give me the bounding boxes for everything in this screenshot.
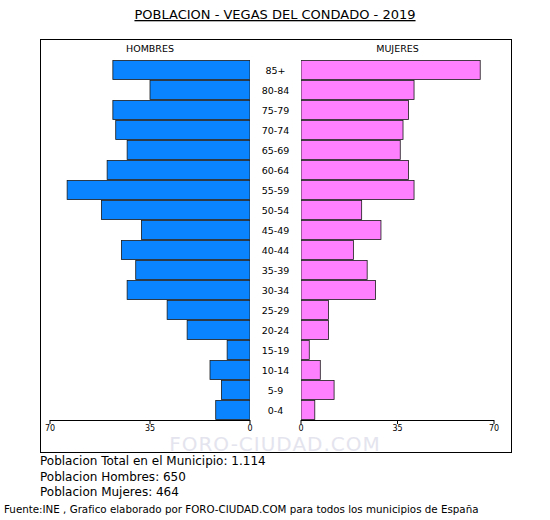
category-label: 85+ (265, 65, 285, 76)
bar (301, 221, 381, 240)
bar (107, 161, 250, 180)
tick-label: 70 (489, 424, 499, 433)
annotation: Fuente:INE , Grafico elaborado por FORO-… (4, 503, 479, 515)
bar (210, 361, 250, 380)
category-label: 45-49 (262, 225, 290, 236)
category-label: 80-84 (262, 85, 290, 96)
bar (301, 401, 315, 420)
category-label: 65-69 (262, 145, 290, 156)
bar (301, 101, 409, 120)
chart: FORO-CIUDAD.COM POBLACION - VEGAS DEL CON… (0, 0, 550, 520)
watermark: FORO-CIUDAD.COM (169, 432, 381, 456)
bar (113, 101, 250, 120)
bar (301, 381, 334, 400)
category-label: 15-19 (262, 345, 290, 356)
tick-label: 0 (298, 424, 303, 433)
bar (301, 121, 403, 140)
annotation: Poblacion Mujeres: 464 (40, 485, 179, 499)
category-label: 60-64 (262, 165, 290, 176)
bar (136, 261, 250, 280)
bar (113, 61, 250, 80)
bar (301, 281, 375, 300)
bar (116, 121, 250, 140)
panel-label: MUJERES (376, 43, 419, 54)
category-label: 30-34 (262, 285, 290, 296)
bar (301, 301, 329, 320)
bar (301, 361, 320, 380)
tick-label: 35 (145, 424, 155, 433)
bar (216, 401, 250, 420)
bar (121, 241, 250, 260)
category-label: 40-44 (262, 245, 290, 256)
bar (301, 321, 329, 340)
bar (301, 141, 400, 160)
category-label: 0-4 (268, 405, 284, 416)
category-label: 25-29 (262, 305, 290, 316)
bar (141, 221, 250, 240)
bar (301, 341, 309, 360)
annotation: Poblacion Hombres: 650 (40, 470, 186, 484)
bar (301, 161, 409, 180)
bar (127, 281, 250, 300)
category-label: 70-74 (262, 125, 290, 136)
bar (167, 301, 250, 320)
category-label: 50-54 (262, 205, 290, 216)
bar (127, 141, 250, 160)
frame (41, 40, 512, 453)
category-label: 55-59 (262, 185, 290, 196)
category-label: 20-24 (262, 325, 290, 336)
bar (187, 321, 250, 340)
panel-label: HOMBRES (126, 43, 174, 54)
tick-label: 35 (392, 424, 402, 433)
bar (221, 381, 250, 400)
bar (150, 81, 250, 100)
bar (301, 241, 353, 260)
bar (301, 81, 414, 100)
bars (67, 61, 250, 420)
tick-label: 70 (45, 424, 55, 433)
bar (227, 341, 250, 360)
annotation: Poblacion Total en el Municipio: 1.114 (40, 454, 266, 468)
bars (301, 61, 480, 420)
category-label: 10-14 (262, 365, 290, 376)
bar (301, 61, 480, 80)
bar (301, 181, 414, 200)
category-label: 5-9 (268, 385, 284, 396)
tick-label: 0 (247, 424, 252, 433)
bar (301, 261, 367, 280)
bar (101, 201, 250, 220)
bar (301, 201, 362, 220)
category-label: 75-79 (262, 105, 290, 116)
title: POBLACION - VEGAS DEL CONDADO - 2019 (134, 7, 415, 22)
category-label: 35-39 (262, 265, 290, 276)
bar (67, 181, 250, 200)
